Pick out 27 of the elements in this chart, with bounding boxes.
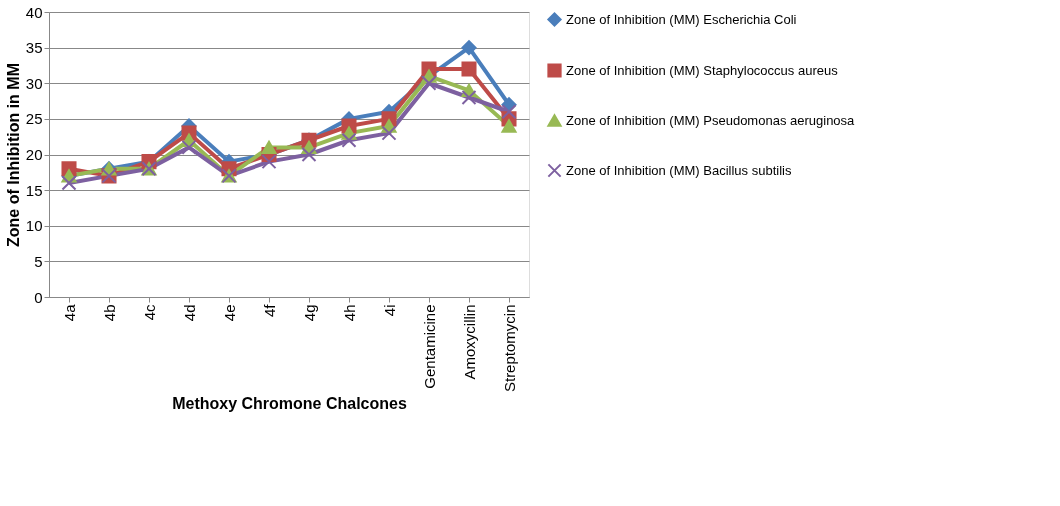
y-tick-label: 25 bbox=[25, 110, 43, 128]
y-tick-label: 5 bbox=[34, 252, 43, 270]
x-tick-label: Amoxycillin bbox=[460, 304, 478, 380]
x-tick-label: 4b bbox=[100, 304, 118, 322]
y-tick-label: 30 bbox=[25, 74, 43, 92]
x-tick-label: 4f bbox=[260, 303, 278, 318]
legend-label: Zone of Inhibition (MM) Bacillus subtilis bbox=[566, 162, 792, 178]
x-axis-title: Methoxy Chromone Chalcones bbox=[172, 395, 407, 413]
x-tick-label: 4e bbox=[220, 304, 238, 322]
x-tick-label: 4i bbox=[380, 304, 398, 317]
y-tick-label: 40 bbox=[25, 3, 43, 21]
legend-label: Zone of Inhibition (MM) Staphylococcus aureus bbox=[566, 62, 839, 78]
x-tick-label: 4a bbox=[60, 303, 78, 322]
x-tick-label: Streptomycin bbox=[500, 304, 518, 393]
x-tick-label: Gentamicine bbox=[420, 304, 438, 389]
y-tick-label: 20 bbox=[25, 146, 43, 163]
x-tick-label: 4c bbox=[140, 304, 158, 321]
legend-label: Zone of Inhibition (MM) Escherichia Coli bbox=[566, 11, 797, 27]
y-tick-label: 15 bbox=[25, 181, 43, 199]
legend-label: Zone of Inhibition (MM) Pseudomonas aeruginosa bbox=[566, 112, 856, 128]
y-tick-label: 10 bbox=[25, 217, 43, 235]
y-tick-label: 0 bbox=[34, 288, 43, 306]
x-tick-label: 4d bbox=[180, 304, 198, 322]
y-axis-title: Zone of Inhibition in MM bbox=[4, 63, 22, 247]
x-tick-label: 4h bbox=[340, 304, 358, 322]
x-tick-label: 4g bbox=[300, 304, 318, 322]
y-tick-label: 35 bbox=[25, 39, 43, 57]
